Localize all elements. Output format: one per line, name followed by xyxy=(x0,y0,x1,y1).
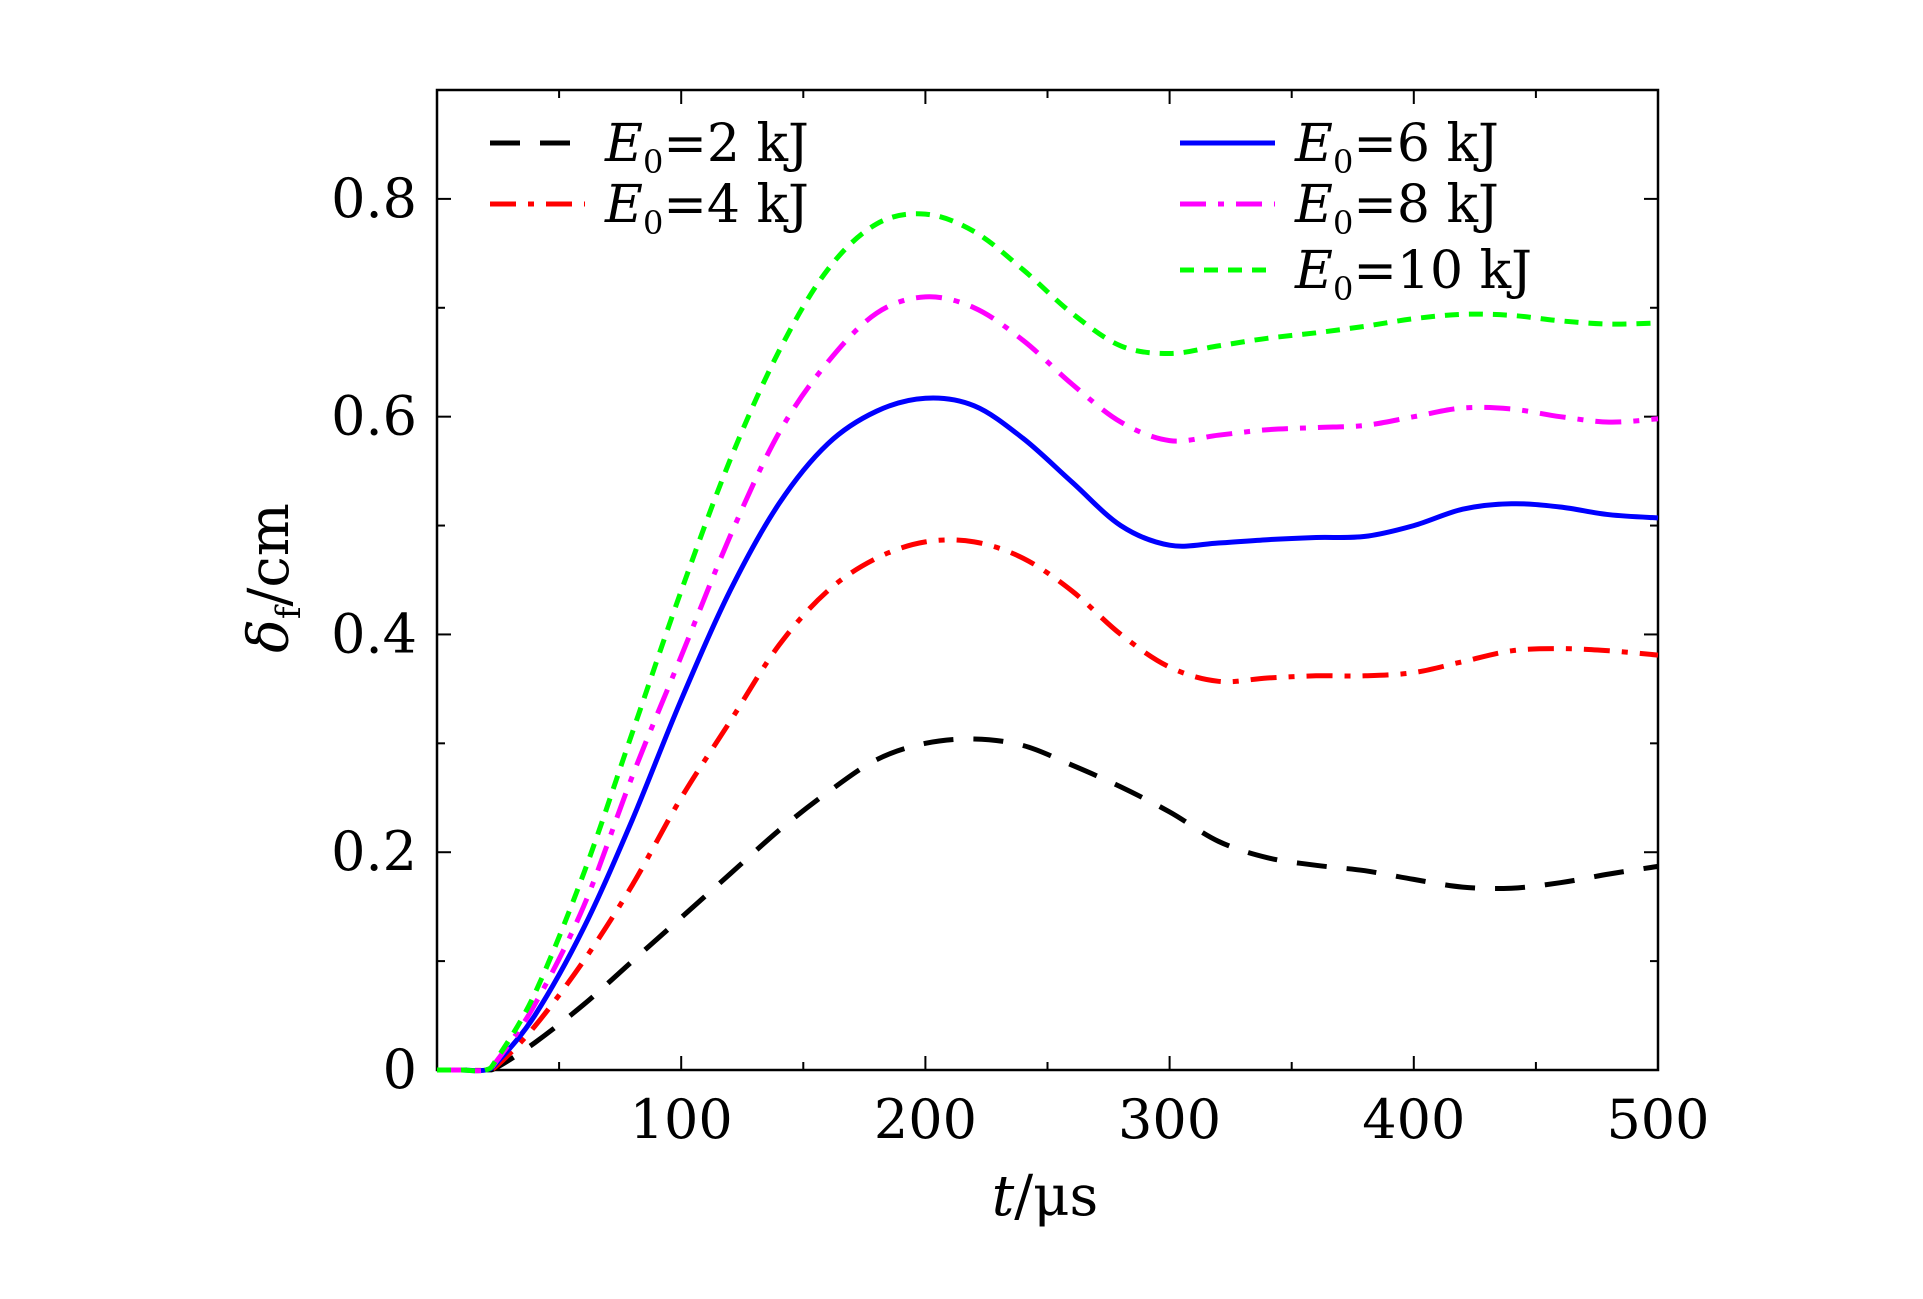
y-tick-label: 0 xyxy=(383,1038,417,1101)
y-axis-var: δ xyxy=(237,619,302,653)
x-tick-label: 100 xyxy=(630,1088,733,1151)
legend-item-3: E0=6 kJ xyxy=(1180,114,1499,181)
legend-label: E0=4 kJ xyxy=(604,175,809,242)
x-tick-label: 400 xyxy=(1362,1088,1465,1151)
y-axis-sub: f xyxy=(269,604,309,619)
series-line-3 xyxy=(437,395,1659,1074)
y-tick-label: 0.2 xyxy=(331,820,417,883)
legend-item-1: E0=2 kJ xyxy=(490,114,809,181)
x-axis-title: t/μs xyxy=(992,1164,1099,1229)
x-tick-label: 500 xyxy=(1606,1088,1709,1151)
series-line-1 xyxy=(437,736,1659,1073)
series-layer xyxy=(437,211,1659,1074)
legend-item-5: E0=10 kJ xyxy=(1180,241,1532,308)
x-axis-var: t xyxy=(992,1164,1015,1229)
y-tick-label: 0.8 xyxy=(331,167,417,230)
legend-label: E0=10 kJ xyxy=(1294,241,1532,308)
legend-item-2: E0=4 kJ xyxy=(490,175,809,242)
plot-frame xyxy=(435,88,1660,1072)
series-line-5 xyxy=(437,211,1659,1074)
legend-label: E0=2 kJ xyxy=(604,114,809,181)
y-axis-unit: /cm xyxy=(237,503,302,606)
legend-label: E0=8 kJ xyxy=(1294,175,1499,242)
y-tick-label: 0.6 xyxy=(331,385,417,448)
x-axis-unit: /μs xyxy=(1014,1164,1098,1229)
axis-ticks xyxy=(437,90,1658,1070)
legend-item-4: E0=8 kJ xyxy=(1180,175,1499,242)
series-line-4 xyxy=(437,294,1659,1074)
legend-label: E0=6 kJ xyxy=(1294,114,1499,181)
x-tick-label: 300 xyxy=(1118,1088,1221,1151)
y-tick-label: 0.4 xyxy=(331,602,417,665)
x-tick-label: 200 xyxy=(874,1088,977,1151)
tick-labels: 100 200 300 400 500 0 0.2 0.4 0.6 0.8 xyxy=(331,167,1709,1151)
y-axis-title: δf/cm xyxy=(237,503,309,653)
series-line-2 xyxy=(437,537,1659,1073)
plot-border xyxy=(435,88,1660,1072)
